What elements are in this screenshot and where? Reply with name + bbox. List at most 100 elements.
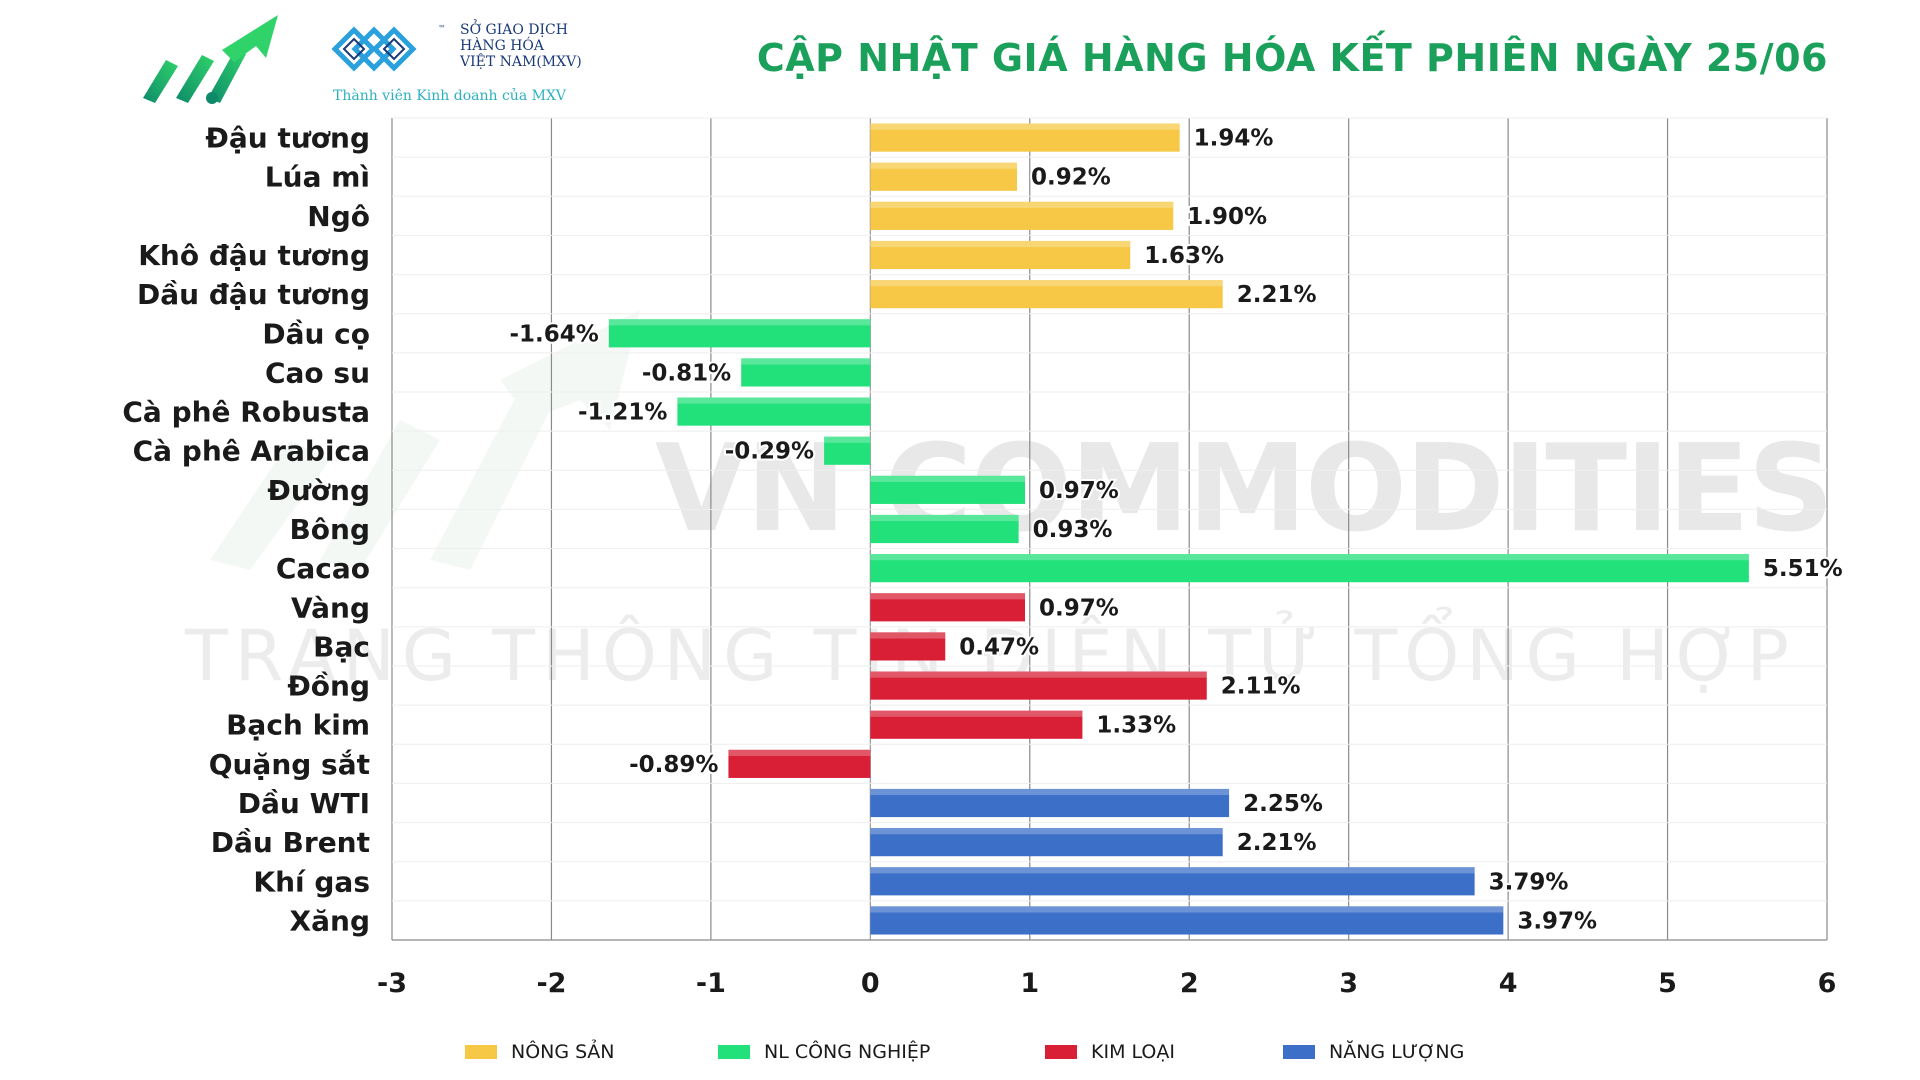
bar-highlight: [870, 632, 946, 639]
value-label: -0.89%: [629, 752, 718, 778]
value-label: 0.97%: [1039, 595, 1119, 621]
x-tick-label: 1: [1020, 968, 1039, 999]
category-label: Cacao: [276, 552, 370, 585]
bar: [741, 358, 871, 387]
category-label: Bạc: [313, 630, 370, 663]
legend-item: NL CÔNG NGHIỆP: [718, 1040, 930, 1064]
bar-highlight: [870, 201, 1174, 208]
category-label: Dầu cọ: [262, 317, 370, 350]
bar-highlight: [870, 593, 1025, 600]
value-label: 3.97%: [1517, 908, 1597, 934]
category-label: Lúa mì: [265, 161, 370, 194]
value-label: -1.21%: [578, 400, 667, 426]
value-label: 0.93%: [1033, 517, 1113, 543]
bar: [870, 710, 1083, 739]
category-label: Bông: [289, 513, 370, 546]
bar-highlight: [870, 788, 1230, 796]
bar-highlight: [741, 358, 871, 365]
category-label: Cà phê Robusta: [122, 396, 370, 429]
category-label: Đường: [267, 474, 370, 507]
bar-highlight: [870, 280, 1223, 287]
bar: [677, 397, 871, 426]
bar: [870, 123, 1180, 152]
legend-item: NĂNG LƯỢNG: [1283, 1040, 1464, 1064]
x-tick-label: 3: [1339, 968, 1358, 999]
grid-lines: [391, 117, 1828, 941]
value-label: 3.79%: [1489, 869, 1569, 895]
x-tick-label: 0: [861, 968, 880, 999]
value-label: 0.92%: [1031, 165, 1111, 191]
bar: [608, 319, 871, 348]
bar-highlight: [870, 671, 1207, 678]
bar-highlight: [870, 475, 1025, 482]
value-label: 1.90%: [1187, 204, 1267, 230]
mxv-logo-icon: [331, 26, 417, 72]
value-labels: 1.94% 0.92% 1.90% 1.63% 2.21% -1.64% -0.81% -1.…: [508, 124, 1845, 937]
bar-highlight: [677, 397, 871, 404]
x-tick-label: 4: [1499, 968, 1518, 999]
bar: [870, 828, 1223, 857]
bar-highlight: [870, 828, 1223, 835]
mxv-name-line-2: HÀNG HÓA: [460, 38, 544, 54]
legend-swatch: [465, 1045, 497, 1059]
category-label: Đậu tương: [205, 122, 370, 155]
value-label: 2.21%: [1237, 282, 1317, 308]
bar: [870, 906, 1504, 935]
category-label: Khí gas: [253, 865, 370, 898]
category-label: Vàng: [291, 591, 370, 624]
value-label: 2.11%: [1221, 674, 1301, 700]
category-label: Xăng: [290, 904, 370, 937]
legend: NÔNG SẢN NL CÔNG NGHIỆP KIM LOẠI NĂNG LƯỢNG: [0, 1040, 1920, 1070]
bar-highlight: [608, 319, 871, 326]
value-label: -0.81%: [642, 360, 731, 386]
bar: [870, 162, 1018, 191]
trademark-mark: ™: [438, 24, 446, 33]
bar: [824, 436, 871, 465]
legend-label: NL CÔNG NGHIỆP: [764, 1041, 931, 1063]
mxv-name-line-1: SỞ GIAO DỊCH: [460, 22, 568, 38]
bar: [870, 554, 1749, 583]
value-label: 0.47%: [959, 634, 1039, 660]
legend-swatch: [718, 1045, 750, 1059]
x-tick-label: 6: [1818, 968, 1837, 999]
growth-arrow-logo-icon: [143, 15, 278, 104]
bar: [870, 514, 1019, 544]
x-tick-label: -3: [377, 968, 407, 999]
value-label: 0.97%: [1039, 478, 1119, 504]
x-tick-label: -2: [536, 968, 566, 999]
bar-highlight: [728, 749, 871, 756]
category-label: Cao su: [265, 356, 370, 389]
bar: [870, 632, 946, 661]
bar: [870, 201, 1174, 230]
category-label: Cà phê Arabica: [133, 435, 370, 468]
bar: [870, 867, 1475, 896]
category-label: Bạch kim: [226, 709, 370, 742]
mxv-member-tagline: Thành viên Kinh doanh của MXV: [333, 88, 567, 104]
bar-highlight: [870, 514, 1019, 522]
value-label: 2.21%: [1237, 830, 1317, 856]
value-label: 1.94%: [1194, 126, 1274, 152]
x-tick-label: 5: [1658, 968, 1677, 999]
page-title: CẬP NHẬT GIÁ HÀNG HÓA KẾT PHIÊN NGÀY 25/…: [756, 36, 1828, 80]
bars: [608, 123, 1749, 935]
bar: [728, 749, 871, 778]
value-label: -0.29%: [725, 439, 814, 465]
bar: [870, 475, 1025, 504]
bar-highlight: [870, 240, 1131, 248]
bar-highlight: [870, 906, 1504, 913]
value-label: 1.33%: [1096, 713, 1176, 739]
bar-highlight: [870, 710, 1083, 717]
x-axis-tick-labels: -3 -2 -1 0 1 2 3 4 5 6: [377, 968, 1836, 999]
bar-highlight: [870, 867, 1475, 874]
bar: [870, 240, 1131, 270]
bar: [870, 593, 1025, 622]
header: ™ SỞ GIAO DỊCH HÀNG HÓA VIỆT NAM(MXV) Th…: [0, 0, 1920, 110]
category-label: Dầu đậu tương: [137, 278, 370, 311]
category-labels: Đậu tương Lúa mì Ngô Khô đậu tương Dầu đậu t…: [122, 122, 370, 938]
bar: [870, 671, 1207, 700]
category-label: Ngô: [307, 200, 370, 233]
legend-swatch: [1283, 1045, 1315, 1059]
value-label: -1.64%: [510, 321, 599, 347]
bar: [870, 788, 1230, 818]
category-label: Dầu WTI: [238, 787, 370, 820]
